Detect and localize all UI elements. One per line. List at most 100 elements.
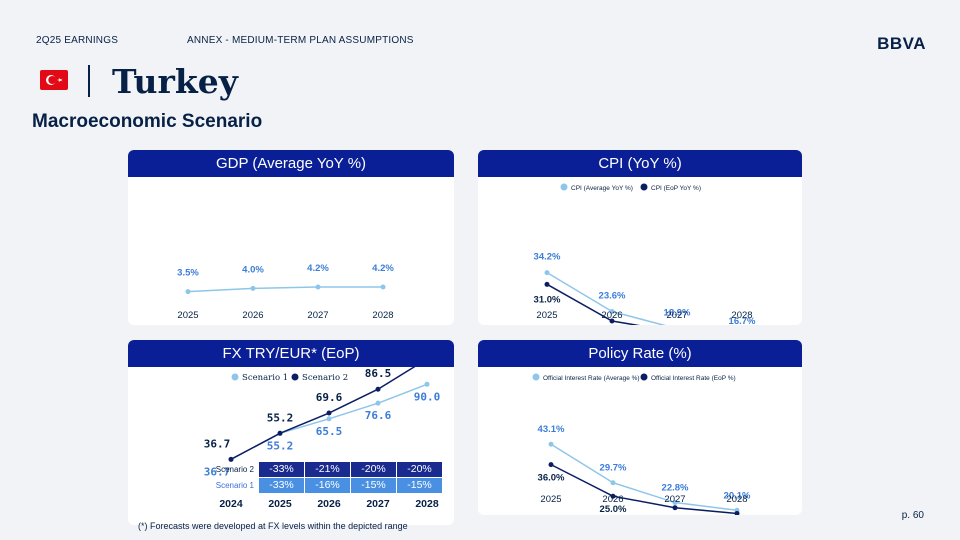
data-point — [609, 308, 615, 314]
data-point — [734, 510, 740, 515]
data-label: 76.6 — [365, 409, 392, 422]
data-label: 55.2 — [267, 439, 294, 452]
fx-table-cell: -20% — [396, 462, 442, 477]
legend-marker — [640, 183, 648, 191]
data-label: 3.5% — [177, 268, 199, 279]
x-tick-label: 2026 — [242, 310, 263, 321]
footnote: (*) Forecasts were developed at FX level… — [138, 521, 408, 531]
x-tick-label: 2027 — [664, 494, 685, 505]
header-section: 2Q25 EARNINGS — [36, 35, 119, 46]
x-tick-label: 2027 — [307, 310, 328, 321]
fx-table-cell: -16% — [304, 478, 350, 493]
legend-marker — [640, 373, 648, 381]
legend-marker — [231, 373, 239, 381]
x-tick-label: 2026 — [317, 498, 341, 510]
page-subtitle: Macroeconomic Scenario — [32, 111, 263, 132]
x-tick-label: 2028 — [372, 310, 393, 321]
cpi-panel: CPI (Average YoY %) CPI (EoP YoY %) 34.2% 2… — [478, 150, 802, 325]
legend-marker — [560, 183, 568, 191]
fx-table-cell: -20% — [350, 462, 396, 477]
x-tick-label: 2025 — [536, 310, 557, 321]
x-tick-label: 2026 — [602, 494, 623, 505]
policy-chart: Official Interest Rate (Average %) Offici… — [532, 373, 751, 515]
data-label: 20.1% — [724, 490, 751, 501]
data-point — [610, 493, 616, 499]
legend-label: Scenario 1 — [242, 373, 288, 383]
data-label: 90.0 — [414, 390, 441, 403]
series-line — [550, 463, 738, 515]
series-line — [546, 271, 666, 325]
turkey-flag-icon — [40, 70, 68, 90]
header-topic: ANNEX - MEDIUM-TERM PLAN ASSUMPTIONS — [187, 35, 414, 46]
fx-table-row-scenario2: Scenario 2 -33% -21% -20% -20% — [128, 462, 450, 477]
gdp-panel-title: GDP (Average YoY %) — [128, 150, 454, 177]
data-label: 18.9% — [664, 308, 691, 319]
legend-label: Official Interest Rate (EoP %) — [651, 375, 736, 382]
legend-marker — [532, 373, 540, 381]
cpi-panel-title: CPI (YoY %) — [478, 150, 802, 177]
data-point — [548, 441, 554, 447]
x-tick-label: 2026 — [601, 310, 622, 321]
fx-table-row-label: Scenario 1 — [215, 481, 254, 490]
data-label: 69.6 — [316, 391, 343, 404]
gdp-panel: 3.5% 4.0% 4.2% 4.2% 2025 2026 2027 2028 GDP (Av… — [128, 150, 454, 325]
data-point — [185, 289, 191, 295]
policy-panel: Official Interest Rate (Average %) Offici… — [478, 340, 802, 515]
fx-table-cell: -21% — [304, 462, 350, 477]
title-divider — [88, 65, 90, 97]
data-point — [375, 400, 381, 406]
data-point — [544, 281, 550, 287]
data-point — [375, 386, 381, 392]
data-point — [610, 480, 616, 486]
data-label: 4.2% — [372, 263, 394, 274]
data-label: 36.7 — [204, 465, 231, 478]
fx-table-cell: -15% — [350, 478, 396, 493]
data-point — [315, 284, 321, 290]
x-tick-label: 2025 — [540, 494, 561, 505]
data-label: 34.2% — [534, 252, 561, 263]
data-point — [672, 500, 678, 506]
data-label: 31.0% — [534, 294, 561, 305]
data-point — [326, 410, 332, 416]
data-label: 22.8% — [662, 483, 689, 494]
data-point — [544, 270, 550, 276]
data-point — [250, 285, 256, 291]
series-line — [187, 286, 383, 293]
fx-table-row-scenario1: Scenario 1 -33% -16% -15% -15% — [128, 478, 450, 493]
legend-label: Scenario 2 — [302, 373, 348, 383]
legend-label: CPI (EoP YoY %) — [651, 185, 701, 192]
x-tick-label: 2024 — [219, 498, 243, 510]
x-tick-label: 2028 — [726, 494, 747, 505]
data-point — [326, 416, 332, 422]
legend-label: CPI (Average YoY %) — [571, 185, 633, 192]
fx-chart: Scenario 1 Scenario 236.755.265.576.690.0… — [204, 340, 444, 510]
series-line — [550, 443, 738, 512]
x-tick-label: 2028 — [731, 310, 752, 321]
data-label: 4.2% — [307, 263, 329, 274]
data-label: 43.1% — [538, 424, 565, 435]
data-point — [424, 381, 430, 387]
fx-panel-title: FX TRY/EUR* (EoP) — [128, 340, 454, 367]
fx-table-row-label: Scenario 2 — [215, 465, 254, 474]
data-label: 25.0% — [600, 504, 627, 515]
data-label: 4.0% — [242, 264, 264, 275]
data-label: 65.5 — [316, 425, 343, 438]
series-line — [546, 283, 641, 325]
data-point — [672, 505, 678, 511]
x-tick-label: 2028 — [415, 498, 439, 510]
x-tick-label: 2027 — [666, 310, 687, 321]
bbva-logo: BBVA — [877, 34, 926, 53]
gdp-chart: 3.5% 4.0% 4.2% 4.2% 2025 2026 2027 2028 — [177, 263, 394, 321]
data-label: 36.7 — [204, 437, 231, 450]
data-point — [548, 462, 554, 468]
page-number: p. 60 — [901, 510, 924, 521]
data-label: 16.7% — [729, 316, 756, 325]
legend-marker — [291, 373, 299, 381]
data-label: 86.5 — [365, 367, 392, 380]
legend-label: Official Interest Rate (Average %) — [543, 375, 640, 382]
x-tick-label: 2027 — [366, 498, 390, 510]
data-label: 36.0% — [538, 473, 565, 484]
data-point — [380, 284, 386, 290]
fx-table-cell: -15% — [396, 478, 442, 493]
fx-table-cell: -33% — [258, 462, 304, 477]
